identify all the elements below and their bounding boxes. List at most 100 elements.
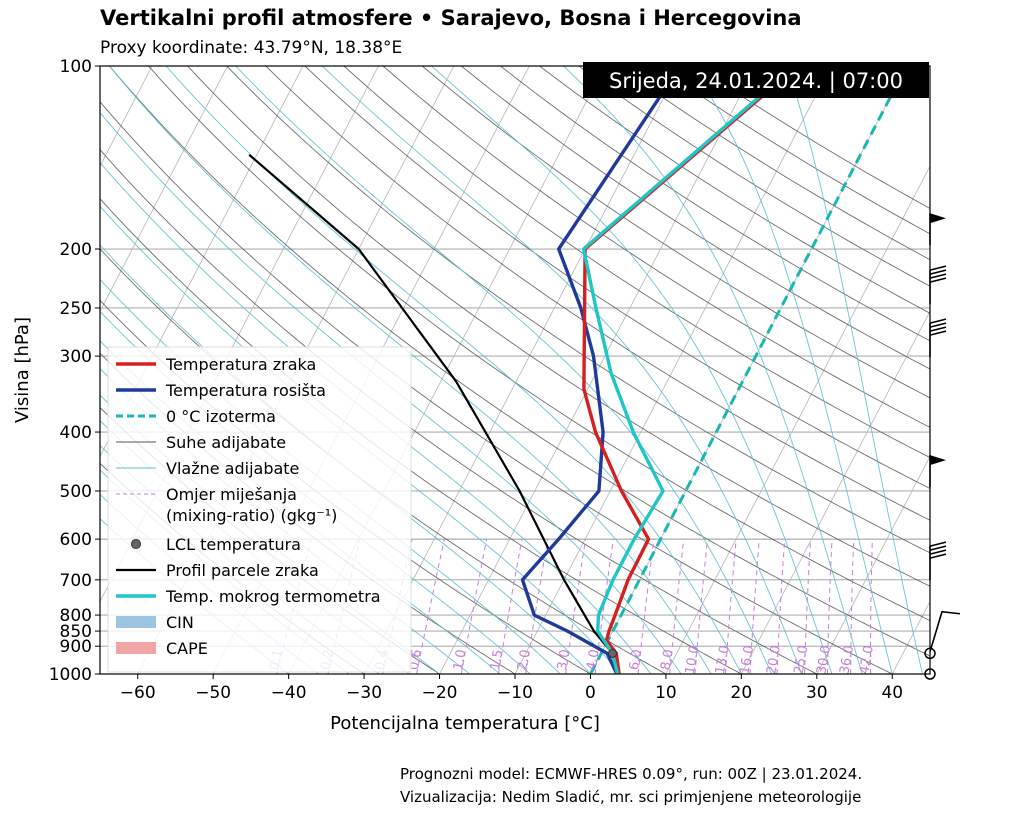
dry-adiabat-line — [226, 66, 930, 554]
wind-barb-feather — [929, 269, 947, 275]
y-tick-label: 700 — [60, 571, 92, 591]
legend-swatch — [116, 642, 156, 654]
mixing-ratio-line — [525, 539, 549, 674]
mixing-ratio-line — [594, 539, 614, 674]
series-temperatura-rosi-ta — [520, 66, 682, 674]
x-tick-label: 20 — [731, 683, 753, 703]
mixing-ratio-line — [749, 539, 760, 674]
wind-barb-pennant — [930, 455, 946, 466]
wind-barb-calm — [924, 647, 936, 660]
timestamp-background — [583, 62, 929, 98]
dry-adiabat-line — [539, 66, 930, 314]
dry-adiabat-line — [343, 66, 930, 459]
mixing-ratio-line — [694, 539, 709, 674]
moist-adiabat-line — [100, 111, 682, 674]
dry-adiabat-line — [421, 66, 930, 399]
legend-swatch — [116, 616, 156, 628]
isotherm-line — [100, 66, 153, 167]
mixing-ratio-label: 16.0 — [737, 644, 757, 675]
dry-adiabat-line — [109, 66, 930, 657]
x-tick-label: −10 — [497, 683, 533, 703]
isotherm-line — [740, 310, 930, 674]
isotherm-line — [0, 52, 8, 686]
moist-adiabat-line — [786, 66, 923, 674]
x-tick-label: −60 — [120, 683, 156, 703]
moist-adiabat-line — [321, 66, 803, 674]
y-tick-label: 900 — [60, 637, 92, 657]
dry-adiabat-line — [100, 198, 742, 674]
legend-swatch — [131, 539, 141, 549]
wind-barb — [929, 610, 961, 652]
wind-barb-feather — [929, 330, 947, 336]
dry-adiabat-line — [148, 66, 930, 622]
mixing-ratio-label: 1.5 — [488, 648, 506, 671]
mixing-ratio-line — [497, 539, 523, 674]
moist-adiabat-line — [691, 66, 893, 674]
y-tick-label: 400 — [60, 423, 92, 443]
page-title: Vertikalni profil atmosfere • Sarajevo, … — [100, 6, 802, 30]
moist-adiabat-line — [563, 66, 863, 674]
mixing-ratio-label: 6.0 — [627, 648, 645, 671]
isotherm-line — [891, 600, 930, 674]
mixing-ratio-line — [776, 539, 786, 674]
page-subtitle: Proxy koordinate: 43.79°N, 18.38°E — [100, 38, 403, 58]
y-tick-label: 1000 — [49, 665, 92, 685]
y-tick-label: 250 — [60, 299, 92, 319]
dry-adiabat-line — [100, 101, 893, 674]
mixing-ratio-line — [669, 539, 685, 674]
lcl-point — [607, 648, 617, 658]
wind-barb-feather — [929, 541, 947, 547]
dry-adiabat-line — [187, 66, 930, 587]
mixing-ratio-line — [637, 539, 655, 674]
wind-barb-feather — [929, 265, 947, 271]
dry-adiabat-line — [304, 66, 930, 490]
mixing-ratio-label: 3.0 — [555, 648, 573, 671]
legend-box — [107, 346, 412, 673]
dry-adiabat-line — [382, 66, 930, 428]
wind-barb-feather — [929, 322, 947, 328]
legend-label: Omjer miješanja — [166, 485, 297, 504]
series-temperatura-zraka — [582, 66, 799, 674]
x-axis-label: Potencijalna temperatura [°C] — [330, 713, 600, 734]
moist-adiabat-line — [235, 66, 772, 674]
legend-label: Profil parcele zraka — [166, 561, 319, 580]
footer-credit: Vizualizacija: Nedim Sladić, mr. sci pri… — [400, 788, 862, 806]
mixing-ratio-label: 13.0 — [713, 644, 733, 675]
mixing-ratio-label: 30.0 — [814, 644, 834, 675]
y-tick-label: 500 — [60, 482, 92, 502]
wind-barb-feather — [929, 273, 947, 279]
mixing-ratio-line — [416, 538, 445, 674]
wind-barb-feather — [929, 549, 947, 555]
mixing-ratio-label: 10.0 — [683, 644, 703, 675]
legend-label: Vlažne adijabate — [166, 459, 299, 478]
y-tick-label: 600 — [60, 530, 92, 550]
wind-barb-calm — [924, 668, 936, 680]
mixing-ratio-label: 8.0 — [658, 648, 676, 671]
dry-adiabat-line — [265, 66, 930, 521]
dry-adiabat-line — [500, 66, 930, 342]
mixing-ratio-line — [826, 539, 833, 674]
mixing-ratio-label: 1.0 — [451, 648, 469, 671]
isotherm-line — [100, 66, 228, 313]
moist-adiabat-line — [100, 205, 621, 674]
x-tick-label: −50 — [195, 683, 231, 703]
legend-label: Temp. mokrog termometra — [165, 587, 381, 606]
moist-adiabat-line — [431, 66, 833, 674]
y-tick-label: 200 — [60, 240, 92, 260]
isotherm-line — [439, 66, 757, 674]
wind-barb-pennant — [930, 213, 946, 224]
x-tick-label: −40 — [271, 683, 307, 703]
profile-lines — [248, 66, 908, 674]
mixing-ratio-line — [870, 539, 873, 674]
mixing-ratio-line — [565, 539, 586, 674]
mixing-ratio-label: 25.0 — [792, 644, 812, 675]
legend-label: 0 °C izoterma — [166, 407, 276, 426]
wind-barb-feather — [929, 318, 947, 324]
legend-label: (mixing-ratio) (gkg⁻¹) — [166, 506, 337, 525]
mixing-ratio-label: 42.0 — [857, 644, 877, 675]
mixing-ratio-label: 20.0 — [764, 644, 784, 675]
wind-barb-feather — [929, 326, 947, 332]
wind-barb-feather — [929, 545, 947, 551]
